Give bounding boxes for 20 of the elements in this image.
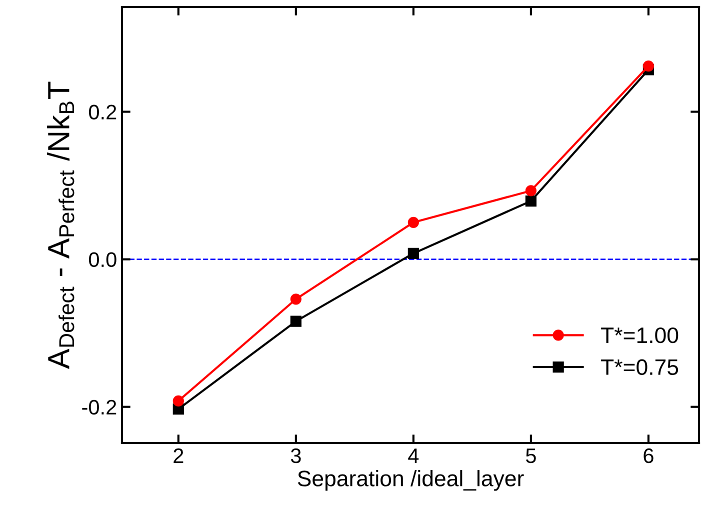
y-tick-label: -0.2 [82, 400, 116, 415]
x-tick-label: 5 [526, 448, 536, 464]
y-tick-label: 0.2 [88, 104, 116, 120]
x-tick-label: 3 [290, 448, 301, 464]
point [290, 316, 302, 327]
x-tick-label: 6 [644, 448, 654, 464]
point [290, 294, 302, 305]
point [172, 395, 184, 407]
x-tick-label: 4 [408, 448, 419, 463]
point [525, 195, 537, 207]
point [408, 216, 419, 228]
point [525, 185, 537, 196]
point [642, 60, 654, 72]
legend-label: T*=1.00 [601, 327, 678, 344]
y-axis-title: A$_{Defect}$ - A$_{Perfect}$ /Nk$_{B}$T [47, 82, 74, 370]
y-tick-label: 0.0 [88, 252, 116, 268]
x-axis-title: Separation /ideal_layer [298, 470, 524, 491]
point [408, 248, 419, 259]
x-tick-label: 2 [174, 448, 184, 463]
legend-label: T*=0.75 [601, 359, 678, 376]
